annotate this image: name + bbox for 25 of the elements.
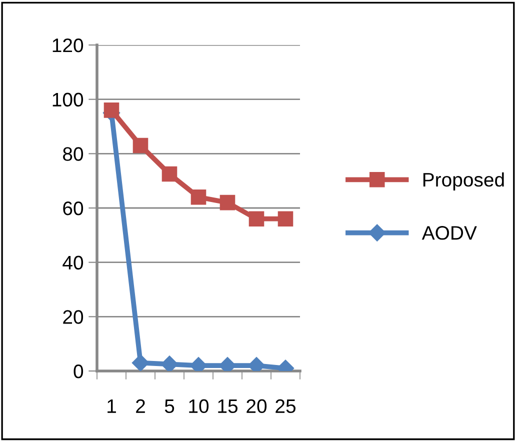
x-tick-label: 5 (164, 399, 174, 414)
y-tick-label: 40 (62, 256, 84, 270)
x-tick-label: 1 (108, 399, 116, 413)
point (190, 189, 206, 205)
x-tick-label: 15 (218, 399, 238, 414)
x-tick-label: 10 (189, 399, 209, 414)
point (162, 166, 178, 182)
point (248, 211, 264, 227)
x-tick-label: 2 (136, 399, 145, 413)
y-tick-label: 0 (74, 364, 84, 378)
point (160, 356, 178, 371)
x-tick-label: 25 (276, 399, 296, 414)
legend-label: Proposed (423, 172, 504, 190)
y-tick-label: 60 (63, 201, 84, 216)
point (104, 102, 120, 118)
point (278, 211, 294, 227)
point (132, 354, 150, 371)
x-tick-label: 20 (246, 399, 267, 414)
y-tick-label: 100 (52, 92, 84, 107)
y-tick-label: 20 (63, 310, 84, 324)
y-tick-label: 120 (52, 38, 84, 52)
point (220, 194, 236, 210)
point (132, 138, 148, 154)
legend-label: AODV (422, 226, 477, 240)
y-tick-label: 80 (63, 147, 84, 161)
